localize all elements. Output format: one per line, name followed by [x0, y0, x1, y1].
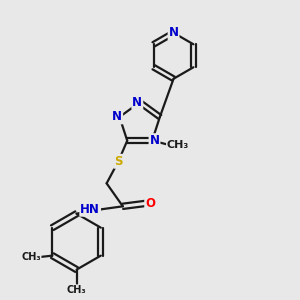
Text: CH₃: CH₃: [21, 252, 41, 262]
Text: N: N: [149, 134, 160, 147]
Text: N: N: [112, 110, 122, 123]
Text: S: S: [114, 155, 123, 168]
Text: CH₃: CH₃: [167, 140, 189, 150]
Text: N: N: [132, 96, 142, 109]
Text: HN: HN: [80, 203, 100, 216]
Text: O: O: [145, 197, 155, 210]
Text: CH₃: CH₃: [67, 285, 86, 295]
Text: N: N: [169, 26, 178, 39]
